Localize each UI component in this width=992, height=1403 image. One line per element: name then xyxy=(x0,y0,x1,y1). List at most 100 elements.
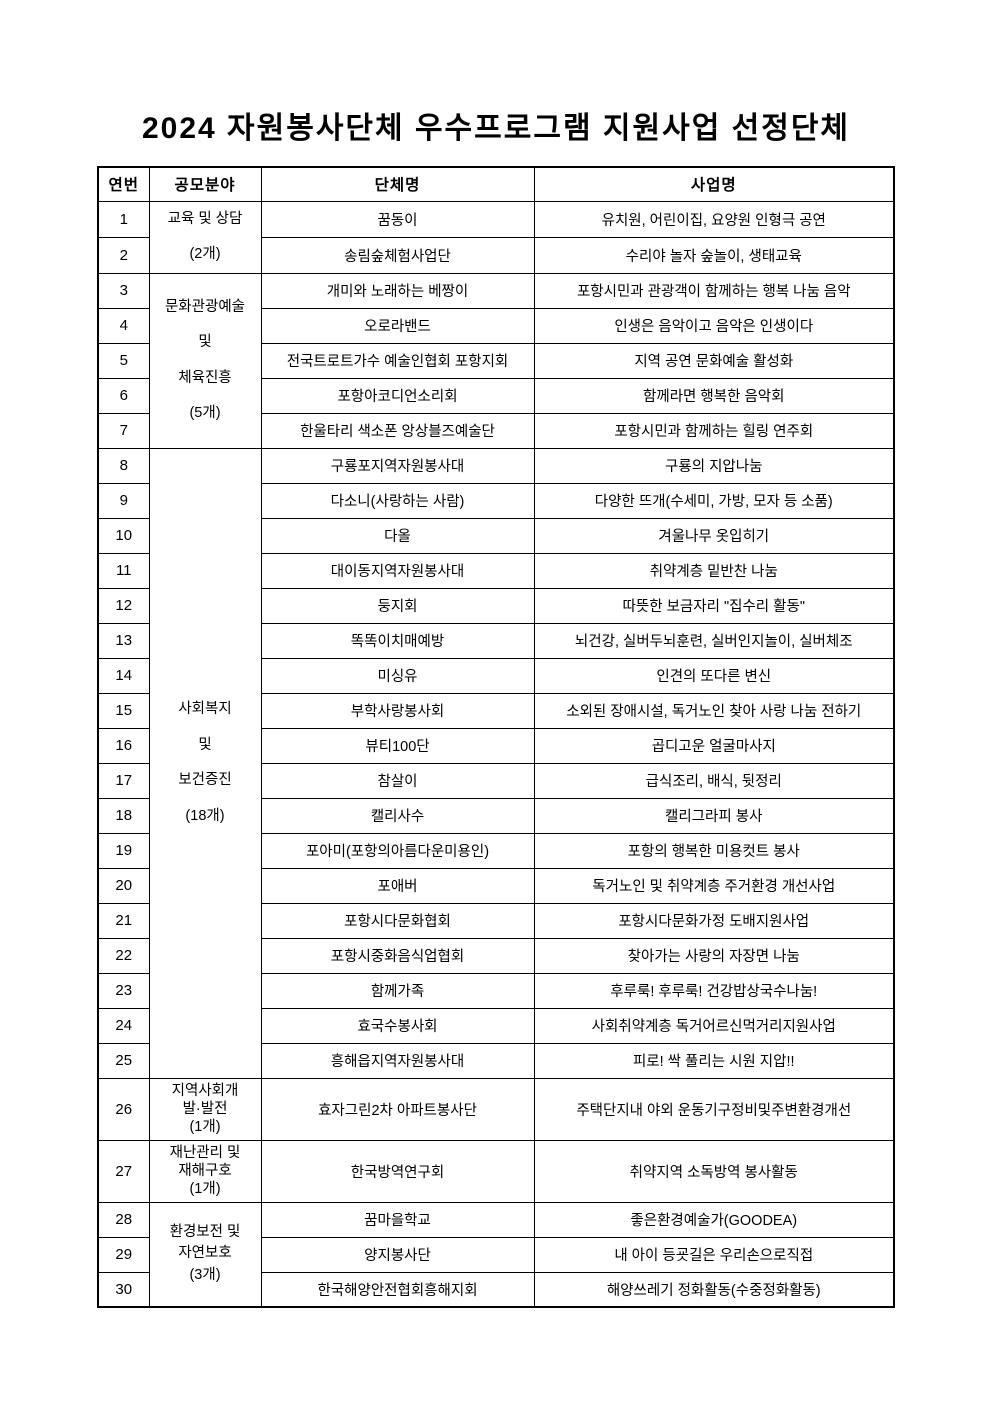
organization-cell: 대이동지역자원봉사대 xyxy=(260,552,535,589)
col-header-no: 연번 xyxy=(97,166,150,202)
organization-cell: 부학사랑봉사회 xyxy=(260,692,535,729)
project-cell: 구룡의 지압나눔 xyxy=(533,447,895,484)
row-number-cell: 2 xyxy=(97,236,150,274)
project-cell: 유치원, 어린이집, 요양원 인형극 공연 xyxy=(533,200,895,238)
row-number-cell: 15 xyxy=(97,692,150,729)
project-cell: 인생은 음악이고 음악은 인생이다 xyxy=(533,307,895,344)
table-row: 17 참살이 급식조리, 배식, 뒷정리 xyxy=(97,762,895,799)
category-cell: 지역사회개 발·발전 (1개) xyxy=(148,1077,262,1141)
table-row: 25 흥해읍지역자원봉사대 피로! 싹 풀리는 시원 지압!! xyxy=(97,1042,895,1079)
table-row: 3 문화관광예술 및 체육진흥 (5개) 개미와 노래하는 베짱이 포항시민과 관광객… xyxy=(97,272,895,449)
category-cell: 재난관리 및 재해구호 (1개) xyxy=(148,1139,262,1203)
project-cell: 좋은환경예술가(GOODEA) xyxy=(533,1201,895,1238)
col-header-organization: 단체명 xyxy=(260,166,535,202)
row-number-cell: 16 xyxy=(97,727,150,764)
row-number-cell: 30 xyxy=(97,1271,150,1308)
organization-cell: 포애버 xyxy=(260,867,535,904)
organization-cell: 꿈마을학교 xyxy=(260,1201,535,1238)
project-cell: 사회취약계층 독거어르신먹거리지원사업 xyxy=(533,1007,895,1044)
table-row: 7 한울타리 색소폰 앙상블즈예술단 포항시민과 함께하는 힐링 연주회 xyxy=(97,412,895,449)
row-number-cell: 11 xyxy=(97,552,150,589)
row-number-cell: 22 xyxy=(97,937,150,974)
project-cell: 후루룩! 후루룩! 건강밥상국수나눔! xyxy=(533,972,895,1009)
category-cell: 사회복지 및 보건증진 (18개) xyxy=(148,447,262,1079)
category-cell: 환경보전 및 자연보호 (3개) xyxy=(148,1201,262,1308)
row-number-cell: 7 xyxy=(97,412,150,449)
row-number-cell: 3 xyxy=(97,272,150,309)
table-row: 4 오로라밴드 인생은 음악이고 음악은 인생이다 xyxy=(97,307,895,344)
project-cell: 포항의 행복한 미용컷트 봉사 xyxy=(533,832,895,869)
organization-cell: 양지봉사단 xyxy=(260,1236,535,1273)
organization-cell: 한울타리 색소폰 앙상블즈예술단 xyxy=(260,412,535,449)
row-number-cell: 9 xyxy=(97,482,150,519)
row-number-cell: 27 xyxy=(97,1139,150,1203)
project-cell: 포항시민과 함께하는 힐링 연주회 xyxy=(533,412,895,449)
project-cell: 겨울나무 옷입히기 xyxy=(533,517,895,554)
row-number-cell: 24 xyxy=(97,1007,150,1044)
project-cell: 독거노인 및 취약계층 주거환경 개선사업 xyxy=(533,867,895,904)
row-number-cell: 6 xyxy=(97,377,150,414)
project-cell: 찾아가는 사랑의 자장면 나눔 xyxy=(533,937,895,974)
organization-cell: 미싱유 xyxy=(260,657,535,694)
project-cell: 수리야 놀자 숲놀이, 생태교육 xyxy=(533,236,895,274)
organization-cell: 뷰티100단 xyxy=(260,727,535,764)
table-row: 23 함께가족 후루룩! 후루룩! 건강밥상국수나눔! xyxy=(97,972,895,1009)
organization-cell: 함께가족 xyxy=(260,972,535,1009)
project-cell: 다양한 뜨개(수세미, 가방, 모자 등 소품) xyxy=(533,482,895,519)
row-number-cell: 12 xyxy=(97,587,150,624)
row-number-cell: 21 xyxy=(97,902,150,939)
organization-cell: 포항시다문화협회 xyxy=(260,902,535,939)
table-row: 11 대이동지역자원봉사대 취약계층 밑반찬 나눔 xyxy=(97,552,895,589)
col-header-project: 사업명 xyxy=(533,166,895,202)
organization-cell: 한국방역연구회 xyxy=(260,1139,535,1203)
organization-cell: 참살이 xyxy=(260,762,535,799)
organization-cell: 포항시중화음식업협회 xyxy=(260,937,535,974)
table-row: 27 재난관리 및 재해구호 (1개) 한국방역연구회 취약지역 소독방역 봉사활동 xyxy=(97,1139,895,1203)
organization-cell: 다소니(사랑하는 사람) xyxy=(260,482,535,519)
organization-cell: 꿈동이 xyxy=(260,200,535,238)
project-cell: 내 아이 등굣길은 우리손으로직접 xyxy=(533,1236,895,1273)
organization-cell: 포항아코디언소리회 xyxy=(260,377,535,414)
row-number-cell: 14 xyxy=(97,657,150,694)
table-row: 19 포아미(포항의아름다운미용인) 포항의 행복한 미용컷트 봉사 xyxy=(97,832,895,869)
row-number-cell: 13 xyxy=(97,622,150,659)
row-number-cell: 10 xyxy=(97,517,150,554)
row-number-cell: 8 xyxy=(97,447,150,484)
row-number-cell: 26 xyxy=(97,1077,150,1141)
table-row: 26 지역사회개 발·발전 (1개) 효자그린2차 아파트봉사단 주택단지내 야외 운… xyxy=(97,1077,895,1141)
project-cell: 뇌건강, 실버두뇌훈련, 실버인지놀이, 실버체조 xyxy=(533,622,895,659)
table-row: 18 캘리사수 캘리그라피 봉사 xyxy=(97,797,895,834)
project-cell: 소외된 장애시설, 독거노인 찾아 사랑 나눔 전하기 xyxy=(533,692,895,729)
table-row: 6 포항아코디언소리회 함께라면 행복한 음악회 xyxy=(97,377,895,414)
row-number-cell: 29 xyxy=(97,1236,150,1273)
project-cell: 해양쓰레기 정화활동(수중정화활동) xyxy=(533,1271,895,1308)
table-body: 1 교육 및 상담 (2개) 꿈동이 유치원, 어린이집, 요양원 인형극 공연 2 송림… xyxy=(97,200,895,1308)
table-row: 2 송림숲체험사업단 수리야 놀자 숲놀이, 생태교육 xyxy=(97,236,895,274)
page-title: 2024 자원봉사단체 우수프로그램 지원사업 선정단체 xyxy=(141,112,851,145)
row-number-cell: 18 xyxy=(97,797,150,834)
organization-cell: 효국수봉사회 xyxy=(260,1007,535,1044)
table-row: 12 둥지회 따뜻한 보금자리 "집수리 활동" xyxy=(97,587,895,624)
col-header-category: 공모분야 xyxy=(148,166,262,202)
project-cell: 지역 공연 문화예술 활성화 xyxy=(533,342,895,379)
row-number-cell: 17 xyxy=(97,762,150,799)
table-row: 15 부학사랑봉사회 소외된 장애시설, 독거노인 찾아 사랑 나눔 전하기 xyxy=(97,692,895,729)
table-row: 30 한국해양안전협회흥해지회 해양쓰레기 정화활동(수중정화활동) xyxy=(97,1271,895,1308)
project-cell: 곱디고운 얼굴마사지 xyxy=(533,727,895,764)
organization-cell: 캘리사수 xyxy=(260,797,535,834)
project-cell: 캘리그라피 봉사 xyxy=(533,797,895,834)
organization-cell: 구룡포지역자원봉사대 xyxy=(260,447,535,484)
project-cell: 급식조리, 배식, 뒷정리 xyxy=(533,762,895,799)
organization-cell: 흥해읍지역자원봉사대 xyxy=(260,1042,535,1079)
organization-cell: 송림숲체험사업단 xyxy=(260,236,535,274)
project-cell: 인견의 또다른 변신 xyxy=(533,657,895,694)
table-row: 29 양지봉사단 내 아이 등굣길은 우리손으로직접 xyxy=(97,1236,895,1273)
project-cell: 취약지역 소독방역 봉사활동 xyxy=(533,1139,895,1203)
table-row: 13 똑똑이치매예방 뇌건강, 실버두뇌훈련, 실버인지놀이, 실버체조 xyxy=(97,622,895,659)
organization-cell: 전국트로트가수 예술인협회 포항지회 xyxy=(260,342,535,379)
organization-cell: 다올 xyxy=(260,517,535,554)
organization-cell: 한국해양안전협회흥해지회 xyxy=(260,1271,535,1308)
row-number-cell: 23 xyxy=(97,972,150,1009)
project-cell: 주택단지내 야외 운동기구정비및주변환경개선 xyxy=(533,1077,895,1141)
